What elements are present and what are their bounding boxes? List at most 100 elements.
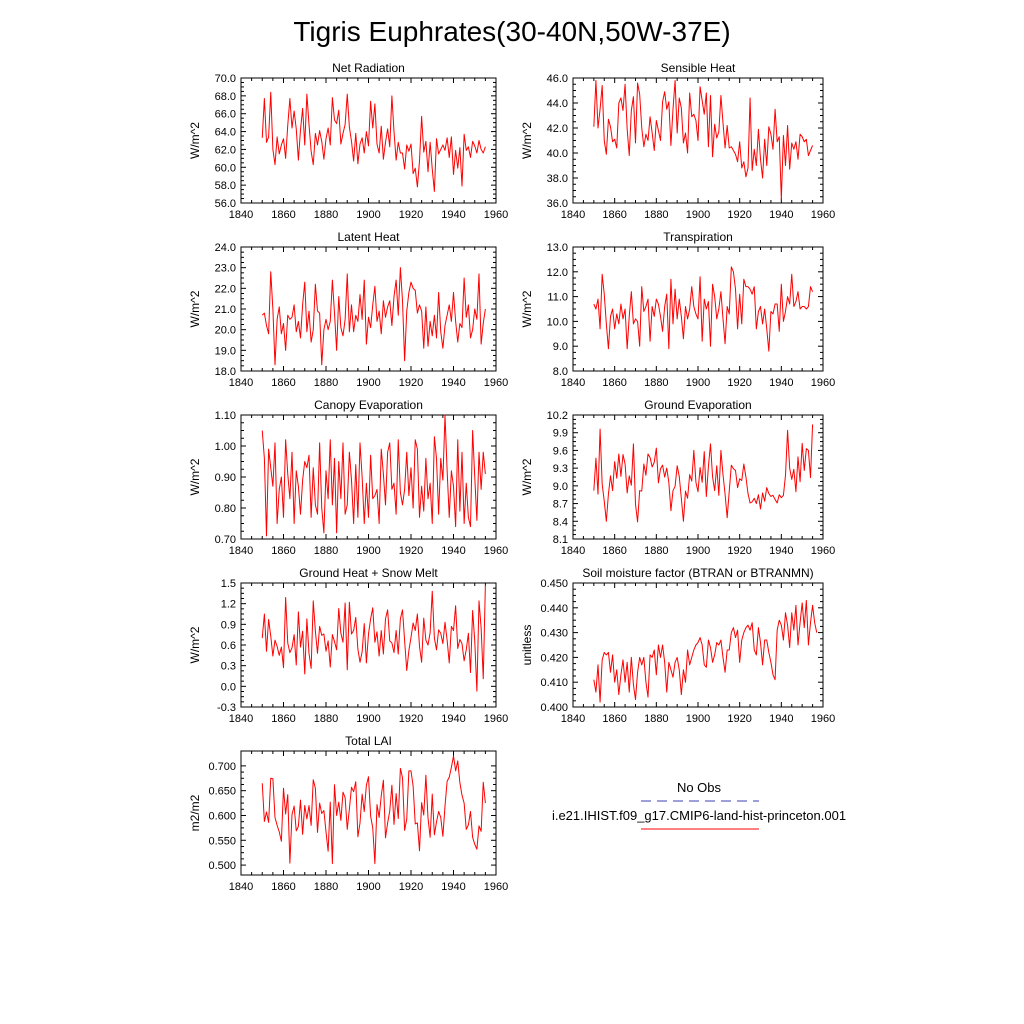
y-tick-label: 8.7 [553, 499, 568, 511]
y-tick-label: 70.0 [215, 73, 236, 85]
panel-title: Ground Evaporation [644, 398, 751, 412]
panel-total-lai: Total LAI m2/m2 1840 1860 1880 1900 1920 1940 19… [188, 734, 508, 893]
panel-title: Latent Heat [337, 230, 400, 244]
x-tick-label: 1940 [769, 209, 793, 221]
plot-frame [240, 750, 497, 876]
y-tick-label: 1.2 [221, 599, 236, 611]
y-tick-label: 0.400 [540, 702, 568, 714]
plot-frame [572, 582, 824, 708]
panel-title: Sensible Heat [661, 61, 736, 75]
y-tick-label: 1.00 [215, 441, 236, 453]
x-tick-label: 1920 [727, 713, 751, 725]
x-tick-label: 1960 [811, 545, 835, 557]
y-tick-label: 42.0 [547, 123, 568, 135]
y-axis-label: unitless [520, 625, 534, 666]
x-tick-label: 1880 [644, 209, 668, 221]
y-tick-label: 0.70 [215, 534, 236, 546]
y-tick-label: 0.450 [540, 578, 568, 590]
y-axis-label: m2/m2 [188, 794, 202, 831]
x-tick-label: 1900 [686, 545, 710, 557]
x-tick-label: 1900 [356, 209, 380, 221]
panel-latent-heat: Latent Heat W/m^2 1840 1860 1880 1900 1920 1940… [188, 230, 508, 389]
y-tick-label: 0.3 [221, 661, 236, 673]
legend: No Obs i.e21.IHIST.f09_g17.CMIP6-land-hi… [552, 780, 846, 830]
y-tick-label: 40.0 [547, 148, 568, 160]
x-tick-label: 1920 [727, 545, 751, 557]
y-tick-label: 68.0 [215, 91, 236, 103]
y-tick-label: 22.0 [215, 283, 236, 295]
series-line [261, 755, 486, 865]
y-tick-label: 20.0 [215, 325, 236, 337]
x-tick-label: 1860 [271, 209, 295, 221]
x-tick-label: 1920 [399, 713, 423, 725]
x-tick-label: 1840 [229, 545, 253, 557]
x-tick-label: 1880 [314, 881, 338, 893]
panel-title: Soil moisture factor (BTRAN or BTRANMN) [582, 566, 813, 580]
y-tick-label: 8.0 [553, 366, 568, 378]
y-tick-label: 10.2 [547, 410, 568, 422]
y-tick-label: -0.3 [217, 702, 236, 714]
x-tick-label: 1900 [686, 377, 710, 389]
x-tick-label: 1940 [441, 545, 465, 557]
plot-frame [240, 414, 497, 540]
x-tick-label: 1900 [356, 377, 380, 389]
y-tick-label: 36.0 [547, 198, 568, 210]
x-tick-label: 1960 [811, 713, 835, 725]
y-tick-label: 62.0 [215, 144, 236, 156]
y-tick-label: 18.0 [215, 366, 236, 378]
x-tick-label: 1920 [399, 377, 423, 389]
y-tick-label: 60.0 [215, 162, 236, 174]
y-tick-label: 21.0 [215, 304, 236, 316]
y-axis-label: W/m^2 [188, 458, 202, 495]
y-tick-label: 0.420 [540, 652, 568, 664]
y-axis-label: W/m^2 [520, 458, 534, 495]
x-tick-label: 1920 [399, 545, 423, 557]
y-tick-label: 1.5 [221, 578, 236, 590]
y-tick-label: 9.0 [553, 341, 568, 353]
y-tick-label: 9.9 [553, 428, 568, 440]
y-tick-label: 23.0 [215, 263, 236, 275]
series-line [593, 266, 814, 352]
x-tick-label: 1960 [811, 209, 835, 221]
x-tick-label: 1840 [561, 545, 585, 557]
y-tick-label: 13.0 [547, 242, 568, 254]
x-tick-label: 1920 [399, 209, 423, 221]
y-tick-label: 44.0 [547, 98, 568, 110]
x-tick-label: 1900 [356, 881, 380, 893]
x-tick-label: 1940 [441, 377, 465, 389]
x-tick-label: 1920 [727, 209, 751, 221]
y-tick-label: 24.0 [215, 242, 236, 254]
x-tick-label: 1960 [811, 377, 835, 389]
panel-canopy-evaporation: Canopy Evaporation W/m^2 1840 1860 1880 1900 1… [188, 398, 508, 557]
panel-title: Net Radiation [332, 61, 405, 75]
y-tick-label: 11.0 [547, 292, 568, 304]
x-tick-label: 1940 [441, 881, 465, 893]
x-tick-label: 1880 [644, 545, 668, 557]
x-tick-label: 1840 [229, 377, 253, 389]
x-tick-label: 1900 [686, 209, 710, 221]
y-tick-label: 0.650 [208, 786, 236, 798]
y-tick-label: 8.4 [553, 516, 568, 528]
x-tick-label: 1940 [441, 209, 465, 221]
y-tick-label: 0.410 [540, 677, 568, 689]
y-tick-label: 0.0 [221, 681, 236, 693]
x-tick-label: 1960 [484, 209, 508, 221]
series-line [593, 80, 814, 200]
panel-soil-moisture-factor-btran-or-btranmn: Soil moisture factor (BTRAN or BTRANMN) u… [520, 566, 835, 725]
panel-title: Transpiration [663, 230, 733, 244]
y-tick-label: 0.440 [540, 603, 568, 615]
x-tick-label: 1880 [314, 713, 338, 725]
panel-title: Canopy Evaporation [314, 398, 423, 412]
panel-transpiration: Transpiration W/m^2 1840 1860 1880 1900 1920 19… [520, 230, 835, 389]
y-tick-label: 0.600 [208, 810, 236, 822]
x-tick-label: 1880 [314, 377, 338, 389]
panel-ground-evaporation: Ground Evaporation W/m^2 1840 1860 1880 1900 1… [520, 398, 835, 557]
x-tick-label: 1960 [484, 545, 508, 557]
x-tick-label: 1920 [399, 881, 423, 893]
x-tick-label: 1840 [229, 713, 253, 725]
x-tick-label: 1900 [356, 545, 380, 557]
y-tick-label: 9.6 [553, 445, 568, 457]
y-tick-label: 66.0 [215, 109, 236, 121]
x-tick-label: 1840 [561, 713, 585, 725]
